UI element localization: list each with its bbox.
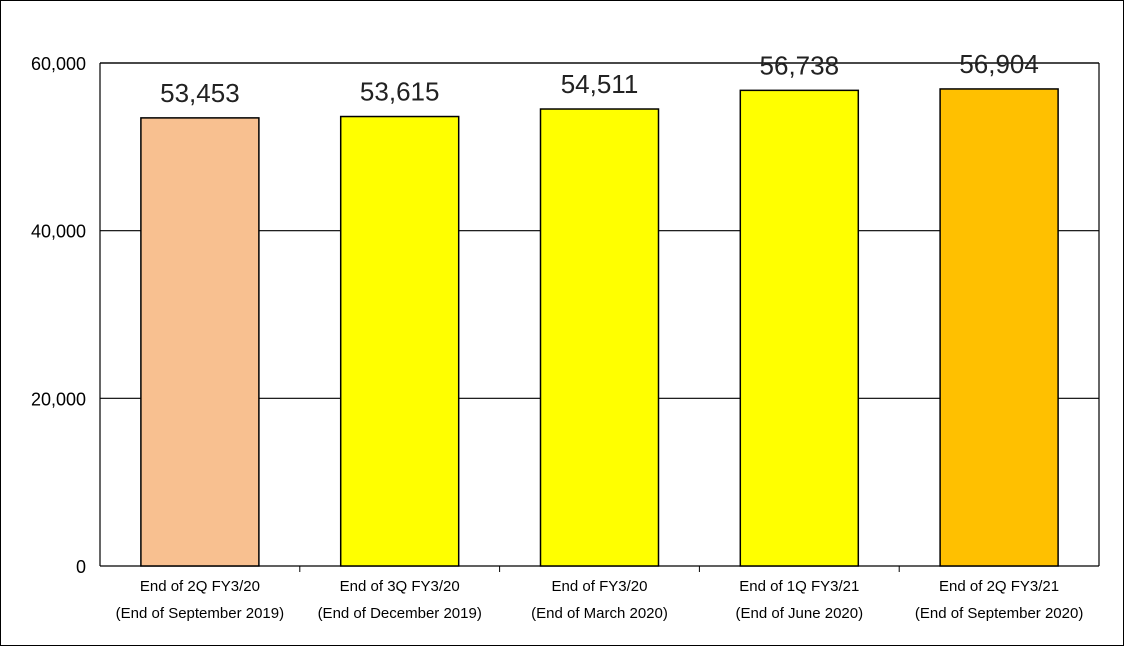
y-tick-label: 20,000: [31, 389, 86, 409]
x-tick-label-sub: (End of June 2020): [736, 605, 864, 622]
y-tick-label: 0: [76, 557, 86, 577]
x-tick-label-sub: (End of September 2020): [915, 605, 1083, 622]
x-tick-label: End of 3Q FY3/20: [340, 578, 460, 595]
bar: [939, 88, 1059, 567]
bar: [339, 115, 460, 567]
y-tick-label: 40,000: [31, 222, 86, 242]
data-label: 53,615: [360, 77, 440, 107]
x-tick-label: End of FY3/20: [552, 578, 648, 595]
data-label: 53,453: [160, 78, 240, 108]
x-tick-label: End of 2Q FY3/21: [939, 578, 1059, 595]
x-tick-label: End of 1Q FY3/21: [739, 578, 859, 595]
x-tick-label-sub: (End of March 2020): [531, 605, 668, 622]
x-tick-label-sub: (End of December 2019): [318, 605, 482, 622]
bar: [739, 89, 860, 567]
data-label: 56,738: [760, 50, 840, 80]
x-tick-label: End of 2Q FY3/20: [140, 578, 260, 595]
x-tick-label-sub: (End of September 2019): [116, 605, 284, 622]
data-label: 54,511: [561, 69, 639, 99]
y-tick-label: 60,000: [31, 54, 86, 74]
bar: [140, 117, 260, 567]
data-label: 56,904: [959, 49, 1039, 79]
bar: [539, 108, 660, 567]
